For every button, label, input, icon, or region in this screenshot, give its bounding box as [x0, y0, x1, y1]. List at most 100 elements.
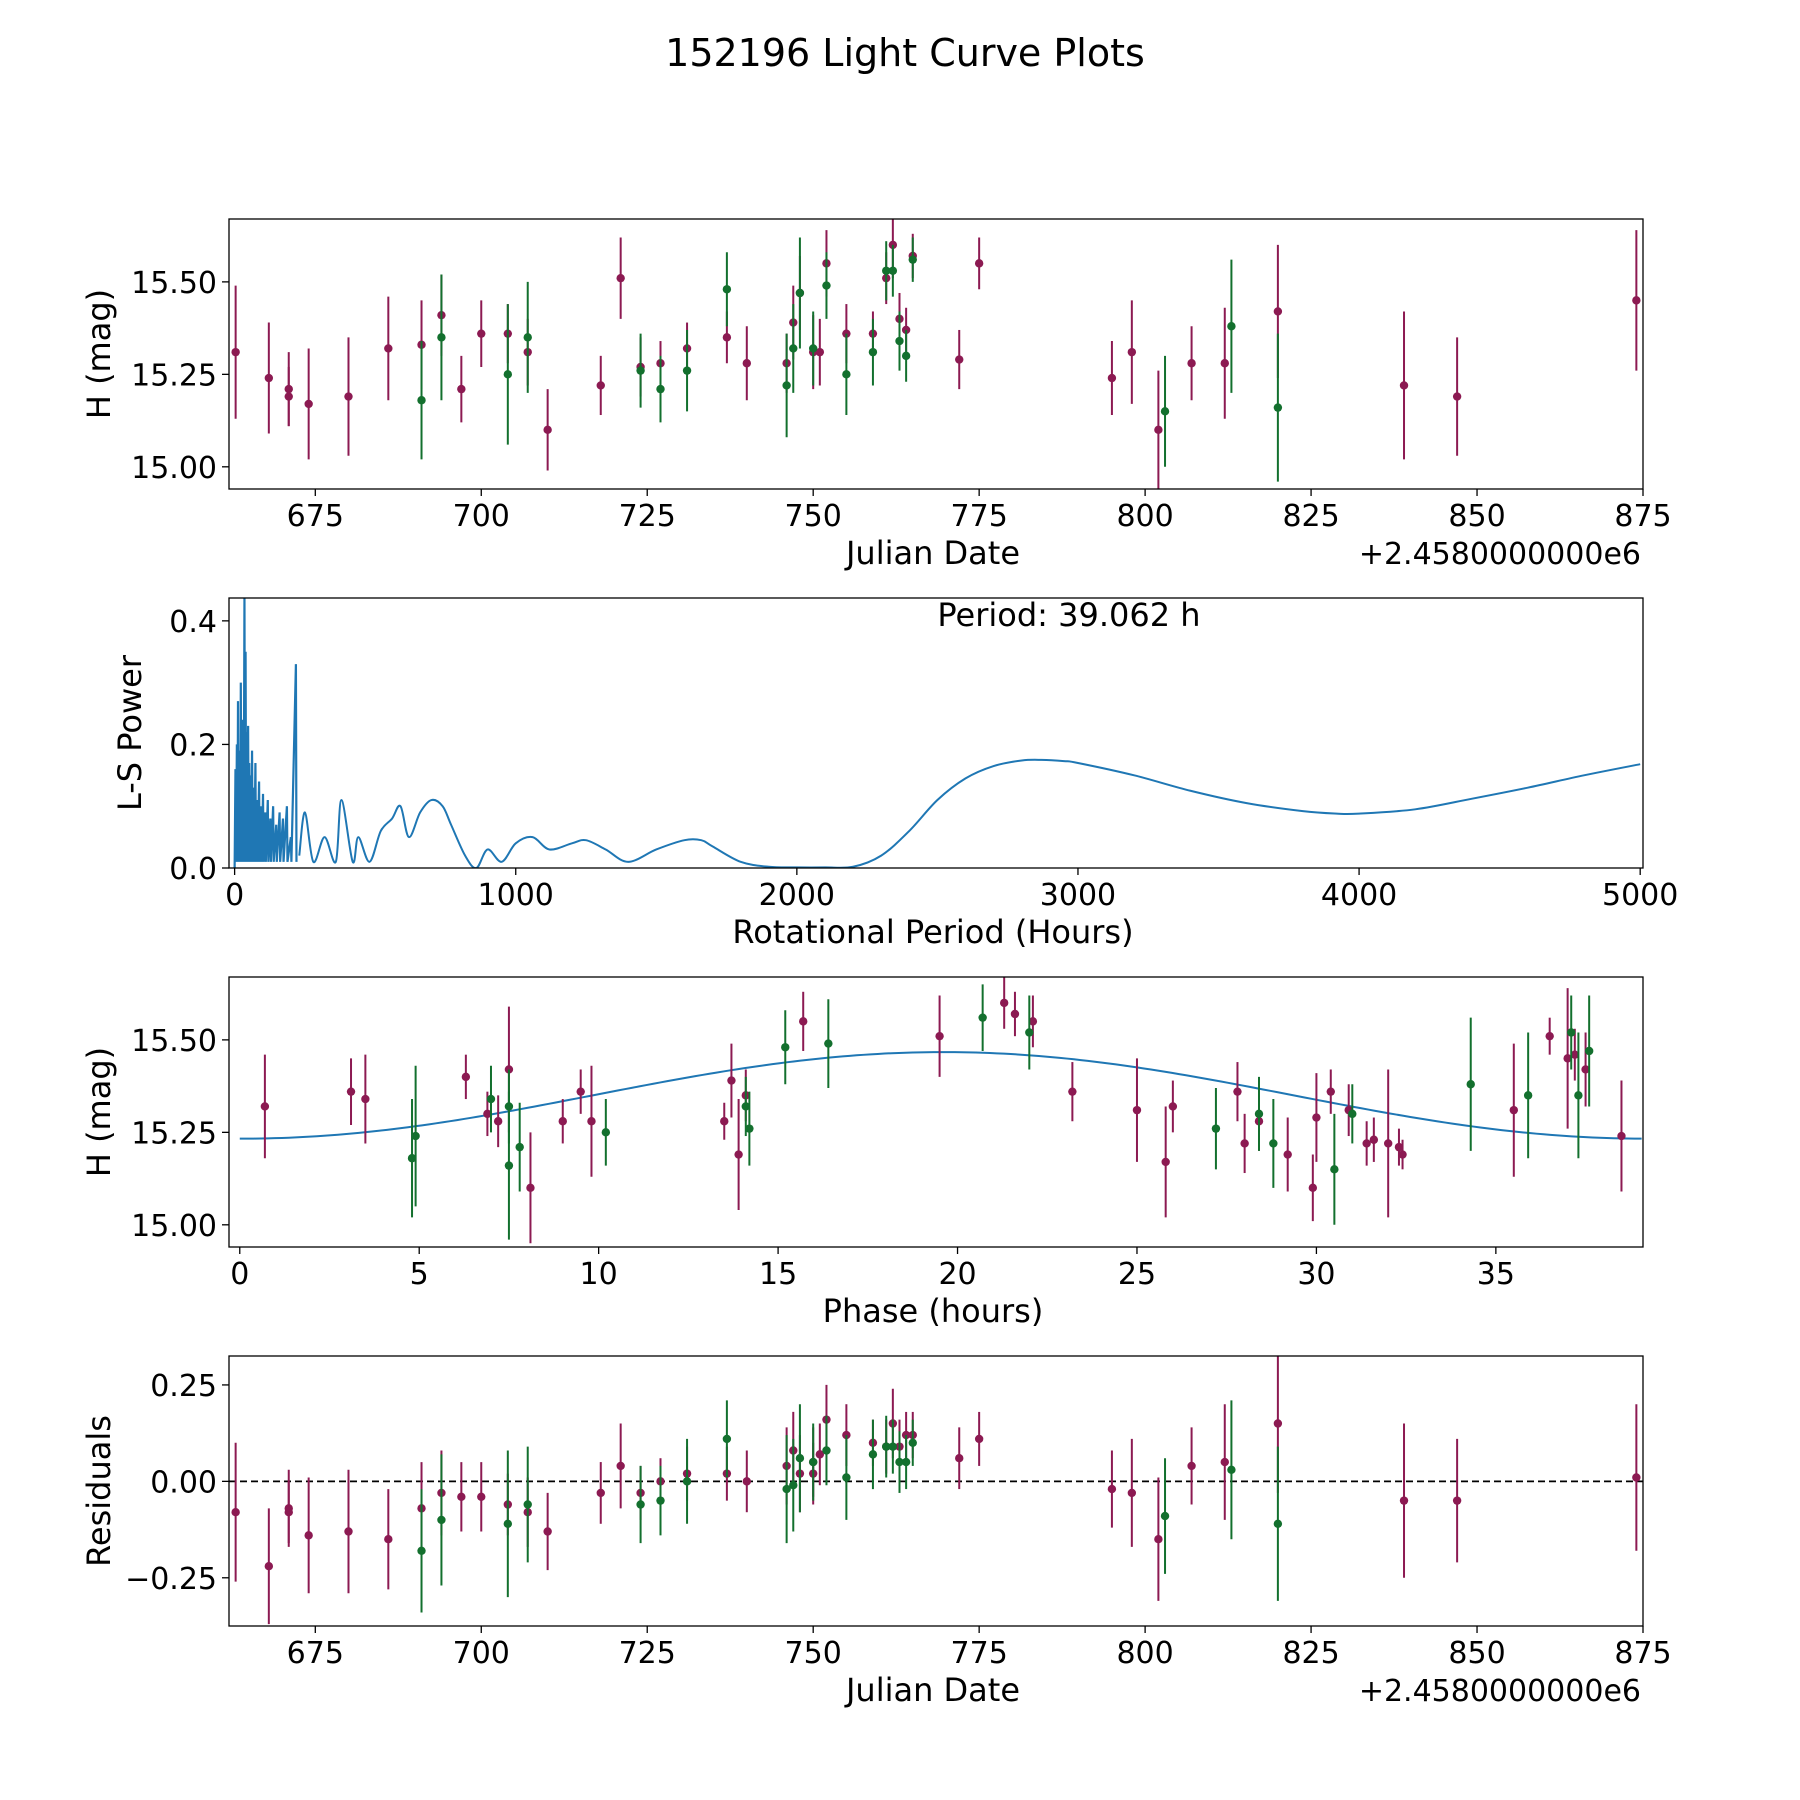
data-point	[742, 1477, 752, 1486]
data-point	[978, 1013, 987, 1022]
x-tick-label: 675	[287, 499, 344, 534]
data-point	[457, 1492, 466, 1501]
data-point	[1127, 347, 1137, 357]
data-point	[795, 288, 805, 298]
data-point	[1154, 1535, 1163, 1544]
data-point	[722, 1434, 732, 1444]
data-point	[1466, 1080, 1475, 1089]
x-tick-label: 850	[1448, 499, 1505, 534]
data-point	[901, 325, 911, 335]
data-point	[1227, 322, 1236, 331]
data-point	[1509, 1105, 1519, 1115]
x-tick-label: 800	[1116, 1636, 1173, 1671]
data-point	[284, 1508, 293, 1517]
data-point	[1273, 403, 1283, 412]
data-point	[1168, 1102, 1178, 1111]
lightcurve-offset-label: +2.4580000000e6	[1359, 537, 1641, 572]
data-point	[576, 1087, 585, 1096]
data-point	[1581, 1065, 1590, 1074]
data-point	[1348, 1109, 1357, 1119]
data-point	[955, 355, 964, 364]
data-point	[789, 1481, 798, 1490]
data-point	[616, 273, 625, 283]
data-point	[636, 366, 645, 375]
data-point	[1574, 1091, 1583, 1100]
x-tick-label: 25	[1118, 1257, 1156, 1292]
series-maroon	[231, 219, 1641, 489]
x-tick-label: 35	[1477, 1257, 1515, 1292]
data-point	[955, 1454, 964, 1463]
data-point	[901, 1457, 911, 1467]
data-point	[1398, 1150, 1407, 1159]
data-point	[1362, 1139, 1371, 1148]
data-point	[722, 333, 732, 342]
data-point	[437, 333, 446, 342]
data-point	[1283, 1150, 1292, 1159]
residuals-axes-frame	[228, 1355, 1644, 1627]
data-point	[1028, 1017, 1038, 1026]
data-point	[781, 1043, 790, 1052]
data-point	[1010, 1009, 1020, 1019]
data-point	[477, 1492, 486, 1501]
data-point	[901, 351, 911, 361]
data-point	[1025, 1028, 1034, 1037]
data-point	[908, 255, 917, 264]
data-point	[493, 1117, 503, 1126]
data-point	[682, 1477, 692, 1486]
data-point	[1312, 1113, 1321, 1122]
residuals-plot-area	[229, 1356, 1643, 1625]
data-point	[601, 1128, 611, 1137]
x-tick-label: 20	[938, 1257, 976, 1292]
x-tick-label: 750	[785, 499, 842, 534]
data-point	[515, 1142, 524, 1152]
x-tick-label: 775	[951, 1636, 1008, 1671]
x-tick-label: 2000	[759, 878, 835, 913]
data-point	[1273, 307, 1283, 316]
data-point	[908, 1438, 917, 1447]
phase-axes-frame	[228, 976, 1644, 1248]
data-point	[231, 347, 240, 357]
data-point	[815, 1450, 825, 1459]
data-point	[1273, 1419, 1283, 1428]
lightcurve-x-axis-label: Julian Date	[844, 534, 1020, 572]
data-point	[789, 344, 798, 353]
data-point	[264, 373, 274, 383]
periodogram-plot-area	[233, 598, 1641, 868]
residuals-offset-label: +2.4580000000e6	[1359, 1674, 1641, 1709]
series-green	[407, 984, 1594, 1240]
data-point	[1570, 1050, 1580, 1059]
data-point	[782, 1484, 791, 1494]
data-point	[720, 1117, 729, 1126]
data-point	[999, 998, 1009, 1008]
x-tick-label: 775	[951, 499, 1008, 534]
data-point	[1394, 1142, 1404, 1152]
y-tick-label: 15.50	[131, 266, 217, 301]
x-tick-label: 750	[785, 1636, 842, 1671]
phase-x-axis-label: Phase (hours)	[823, 1292, 1044, 1330]
periodogram-y-axis-label: L-S Power	[111, 654, 149, 811]
data-point	[741, 1102, 750, 1111]
data-point	[486, 1094, 496, 1104]
x-tick-label: 3000	[1040, 878, 1116, 913]
data-point	[523, 1500, 532, 1509]
y-tick-label: 15.25	[131, 358, 217, 393]
fit-curve	[239, 1051, 1642, 1140]
data-point	[895, 1457, 904, 1467]
data-point	[882, 266, 891, 275]
data-point	[1563, 1054, 1572, 1063]
y-tick-label: 15.50	[131, 1024, 217, 1059]
data-point	[824, 1039, 833, 1048]
period-annotation: Period: 39.062 h	[937, 596, 1200, 634]
data-point	[1383, 1139, 1393, 1148]
lightcurve-axes-frame	[228, 218, 1644, 490]
data-point	[822, 281, 831, 290]
data-point	[587, 1117, 596, 1126]
data-point	[503, 1519, 513, 1528]
data-point	[461, 1072, 471, 1082]
data-point	[1211, 1124, 1221, 1133]
data-point	[868, 1450, 878, 1459]
data-point	[1632, 1473, 1641, 1482]
lightcurve-plot-area	[231, 219, 1641, 489]
data-point	[526, 1183, 535, 1193]
data-point	[1567, 1028, 1576, 1037]
